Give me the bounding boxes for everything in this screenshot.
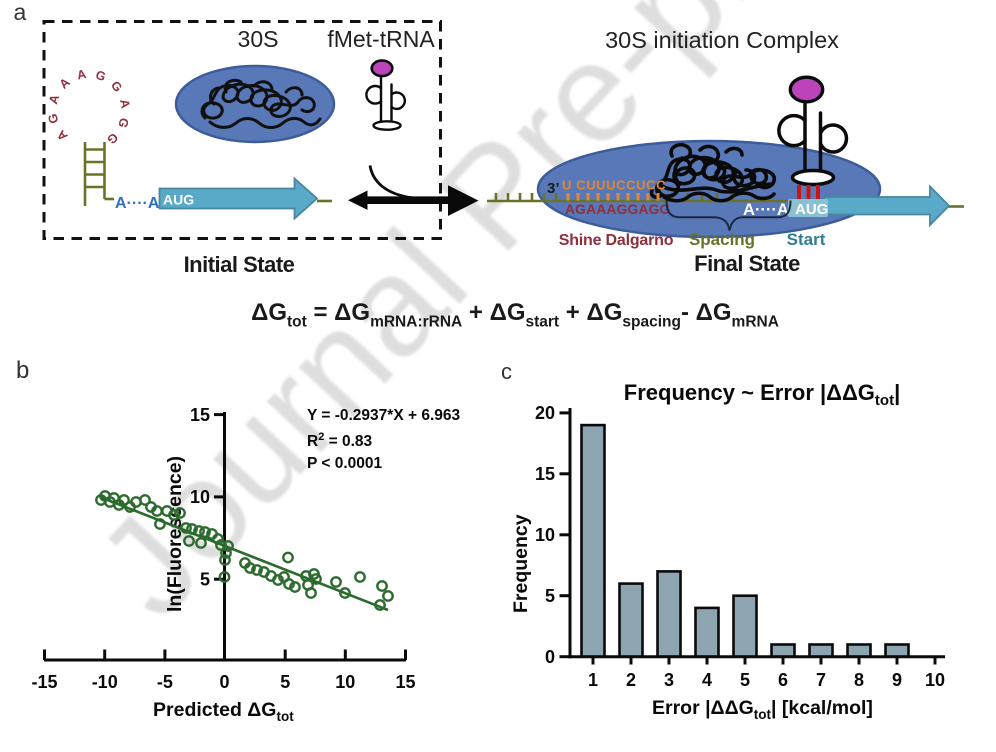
svg-text:Frequency ~ Error |ΔΔGtot|: Frequency ~ Error |ΔΔGtot| [624, 380, 900, 409]
svg-text:fMet-tRNA: fMet-tRNA [327, 26, 435, 52]
svg-text:3’: 3’ [547, 180, 560, 197]
svg-text:b: b [16, 357, 29, 384]
svg-text:8: 8 [854, 670, 864, 690]
svg-text:AGAAAGGAGG: AGAAAGGAGG [565, 202, 670, 217]
svg-text:15: 15 [395, 672, 415, 692]
svg-text:5: 5 [545, 586, 555, 606]
svg-text:G: G [94, 68, 108, 84]
svg-text:3: 3 [664, 670, 674, 690]
svg-text:4: 4 [702, 670, 712, 690]
svg-text:30S initiation Complex: 30S initiation Complex [605, 27, 839, 53]
svg-text:5: 5 [200, 570, 210, 590]
svg-text:U CUUUCCUCC: U CUUUCCUCC [562, 178, 666, 193]
svg-text:A: A [46, 93, 62, 106]
svg-text:AUG: AUG [795, 201, 828, 218]
svg-text:A····A: A····A [115, 195, 160, 212]
svg-text:0: 0 [219, 672, 229, 692]
svg-text:G: G [115, 116, 131, 130]
svg-text:15: 15 [190, 405, 210, 425]
svg-text:Spacing: Spacing [689, 230, 755, 249]
svg-text:c: c [501, 359, 512, 384]
svg-text:5: 5 [280, 672, 290, 692]
svg-text:6: 6 [778, 670, 788, 690]
svg-text:30S: 30S [238, 26, 279, 52]
svg-text:Frequency: Frequency [510, 514, 532, 613]
svg-text:10: 10 [925, 670, 945, 690]
svg-text:15: 15 [535, 464, 555, 484]
svg-text:-15: -15 [31, 672, 57, 692]
svg-text:ln(Fluorescence): ln(Fluorescence) [164, 456, 186, 612]
svg-text:R2 = 0.83: R2 = 0.83 [307, 431, 373, 450]
svg-text:ΔGtot = ΔGmRNA:rRNA + ΔGstart: ΔGtot = ΔGmRNA:rRNA + ΔGstart + ΔGspacin… [251, 299, 779, 331]
svg-text:Predicted ΔGtot: Predicted ΔGtot [153, 699, 294, 724]
svg-text:-10: -10 [92, 672, 118, 692]
svg-text:10: 10 [335, 672, 355, 692]
svg-text:AUG: AUG [163, 192, 194, 208]
svg-text:A: A [76, 67, 88, 83]
svg-text:7: 7 [816, 670, 826, 690]
svg-text:A····A: A····A [743, 201, 789, 219]
svg-text:0: 0 [545, 647, 555, 667]
svg-text:G: G [45, 112, 61, 125]
svg-text:10: 10 [190, 487, 210, 507]
svg-text:2: 2 [626, 670, 636, 690]
svg-text:5: 5 [740, 670, 750, 690]
svg-text:A: A [117, 98, 132, 110]
svg-text:9: 9 [892, 670, 902, 690]
svg-text:20: 20 [535, 403, 555, 423]
svg-text:Final State: Final State [694, 251, 800, 276]
svg-text:1: 1 [588, 670, 598, 690]
svg-text:Initial State: Initial State [184, 252, 295, 277]
svg-text:Y = -0.2937*X + 6.963: Y = -0.2937*X + 6.963 [307, 407, 460, 424]
svg-text:a: a [14, 0, 27, 25]
svg-text:10: 10 [535, 525, 555, 545]
svg-text:-5: -5 [157, 672, 173, 692]
svg-text:Start: Start [787, 230, 826, 249]
svg-text:P < 0.0001: P < 0.0001 [307, 455, 383, 472]
svg-text:Shine Dalgarno: Shine Dalgarno [559, 232, 674, 249]
